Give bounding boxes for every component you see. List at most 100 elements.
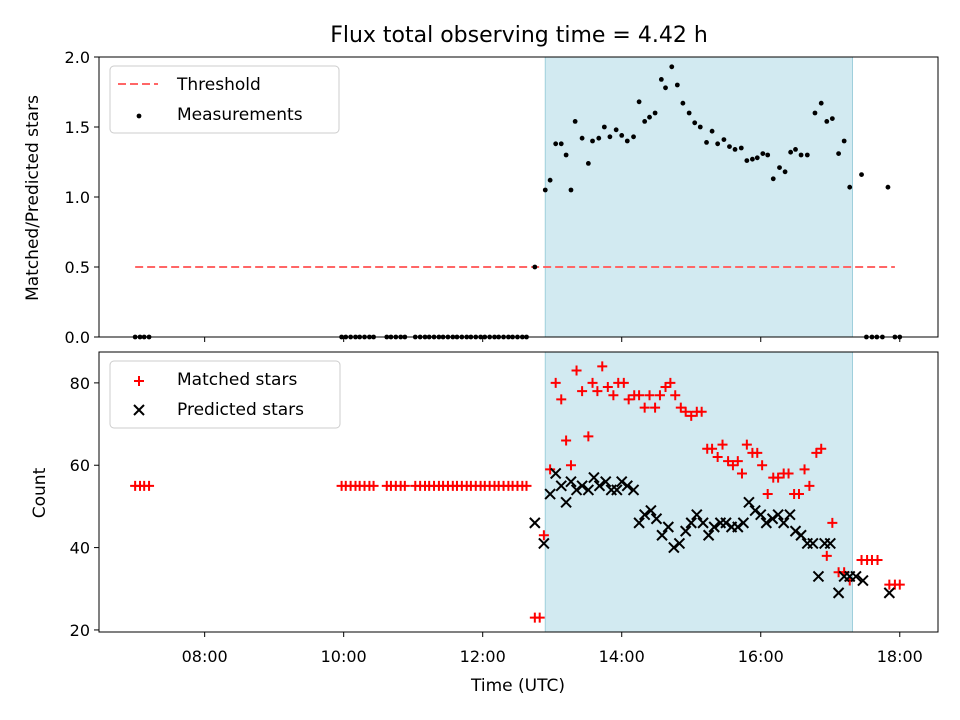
data-point	[634, 390, 645, 401]
data-point	[368, 480, 379, 491]
x-tick-label: 14:00	[599, 647, 645, 666]
data-point	[619, 133, 625, 138]
data-point	[816, 443, 827, 454]
data-point	[662, 521, 675, 533]
data-point	[611, 484, 623, 496]
data-point	[832, 587, 845, 599]
data-point	[607, 134, 613, 140]
data-point	[744, 158, 750, 164]
data-point	[638, 508, 651, 521]
data-point	[538, 537, 550, 550]
top-y-axis-label: Matched/Predicted stars	[23, 95, 43, 301]
data-point	[754, 155, 760, 161]
data-point	[777, 517, 790, 529]
data-point	[788, 149, 794, 155]
data-point	[550, 377, 561, 388]
data-point	[642, 119, 648, 124]
data-point	[570, 484, 583, 496]
x-axis-label: Time (UTC)	[470, 676, 565, 696]
data-point	[645, 504, 657, 517]
data-point	[529, 517, 541, 529]
data-point	[727, 144, 732, 150]
matched-legend-swatch	[134, 376, 144, 386]
observing-span	[545, 352, 853, 632]
data-point	[538, 530, 549, 541]
bottom-legend-frame	[109, 360, 341, 429]
data-point	[600, 475, 612, 488]
data-point	[743, 496, 755, 509]
data-point	[658, 77, 664, 82]
matched-legend-label: Matched stars	[177, 370, 297, 390]
data-point	[670, 390, 681, 401]
y-tick-label: 80	[70, 374, 90, 393]
data-point	[639, 402, 650, 413]
data-point	[799, 464, 810, 475]
y-tick-label: 20	[70, 621, 90, 640]
data-point	[812, 570, 825, 583]
x-tick-label: 08:00	[182, 647, 228, 666]
data-point	[542, 187, 548, 193]
data-point	[685, 517, 697, 529]
count-panel: 20 40 60 80 08:00 10:00 12:00 14:00 16:00 18:00	[70, 351, 939, 666]
data-point	[597, 361, 608, 372]
bottom-legend: Matched stars Predicted stars	[109, 360, 341, 429]
data-point	[784, 508, 796, 521]
axes-frame	[98, 351, 939, 633]
data-point	[818, 100, 824, 106]
data-point	[654, 390, 665, 401]
data-point	[827, 517, 838, 528]
y-tick-label: 0.0	[65, 328, 90, 347]
data-point	[732, 456, 743, 467]
data-point	[549, 467, 562, 480]
data-point	[627, 484, 640, 496]
data-point	[824, 119, 830, 124]
data-point	[633, 517, 645, 529]
data-point	[798, 152, 804, 158]
data-point	[669, 64, 675, 70]
data-point	[766, 513, 779, 525]
series-matched-stars	[130, 361, 905, 623]
data-point	[859, 172, 864, 178]
data-point	[644, 390, 655, 401]
data-point	[601, 124, 607, 130]
data-point	[636, 99, 642, 105]
data-point	[708, 521, 720, 533]
data-point	[702, 529, 715, 541]
data-point	[812, 110, 818, 116]
top-legend: Threshold Measurements	[109, 65, 340, 134]
data-point	[556, 394, 567, 405]
x-tick-label: 12:00	[460, 647, 506, 666]
data-point	[760, 151, 766, 157]
data-point	[755, 508, 767, 521]
predicted-legend-label: Predicted stars	[177, 400, 304, 420]
data-point	[547, 177, 553, 183]
data-point	[656, 529, 668, 541]
y-tick-label: 1.5	[65, 118, 90, 137]
data-point	[762, 489, 773, 500]
data-point	[765, 152, 771, 158]
data-point	[717, 439, 728, 450]
data-point	[590, 138, 595, 144]
data-point	[885, 184, 891, 190]
predicted-legend-swatch	[133, 404, 145, 416]
data-point	[592, 386, 603, 397]
data-point	[602, 382, 613, 392]
data-point	[696, 406, 707, 417]
x-tick-label: 18:00	[877, 647, 923, 666]
y-tick-label: 2.0	[65, 48, 90, 67]
data-point	[596, 135, 602, 141]
data-point	[757, 460, 768, 471]
data-point	[631, 134, 636, 140]
data-point	[752, 447, 763, 458]
data-point	[857, 574, 869, 587]
data-point	[829, 116, 835, 121]
data-point	[804, 480, 815, 491]
data-point	[777, 165, 782, 171]
data-point	[691, 508, 703, 521]
data-point	[577, 386, 588, 397]
data-point	[789, 525, 802, 537]
data-point	[613, 127, 619, 133]
chart-title: Flux total observing time = 4.42 h	[330, 23, 708, 48]
data-point	[836, 151, 841, 157]
data-point	[807, 537, 819, 550]
